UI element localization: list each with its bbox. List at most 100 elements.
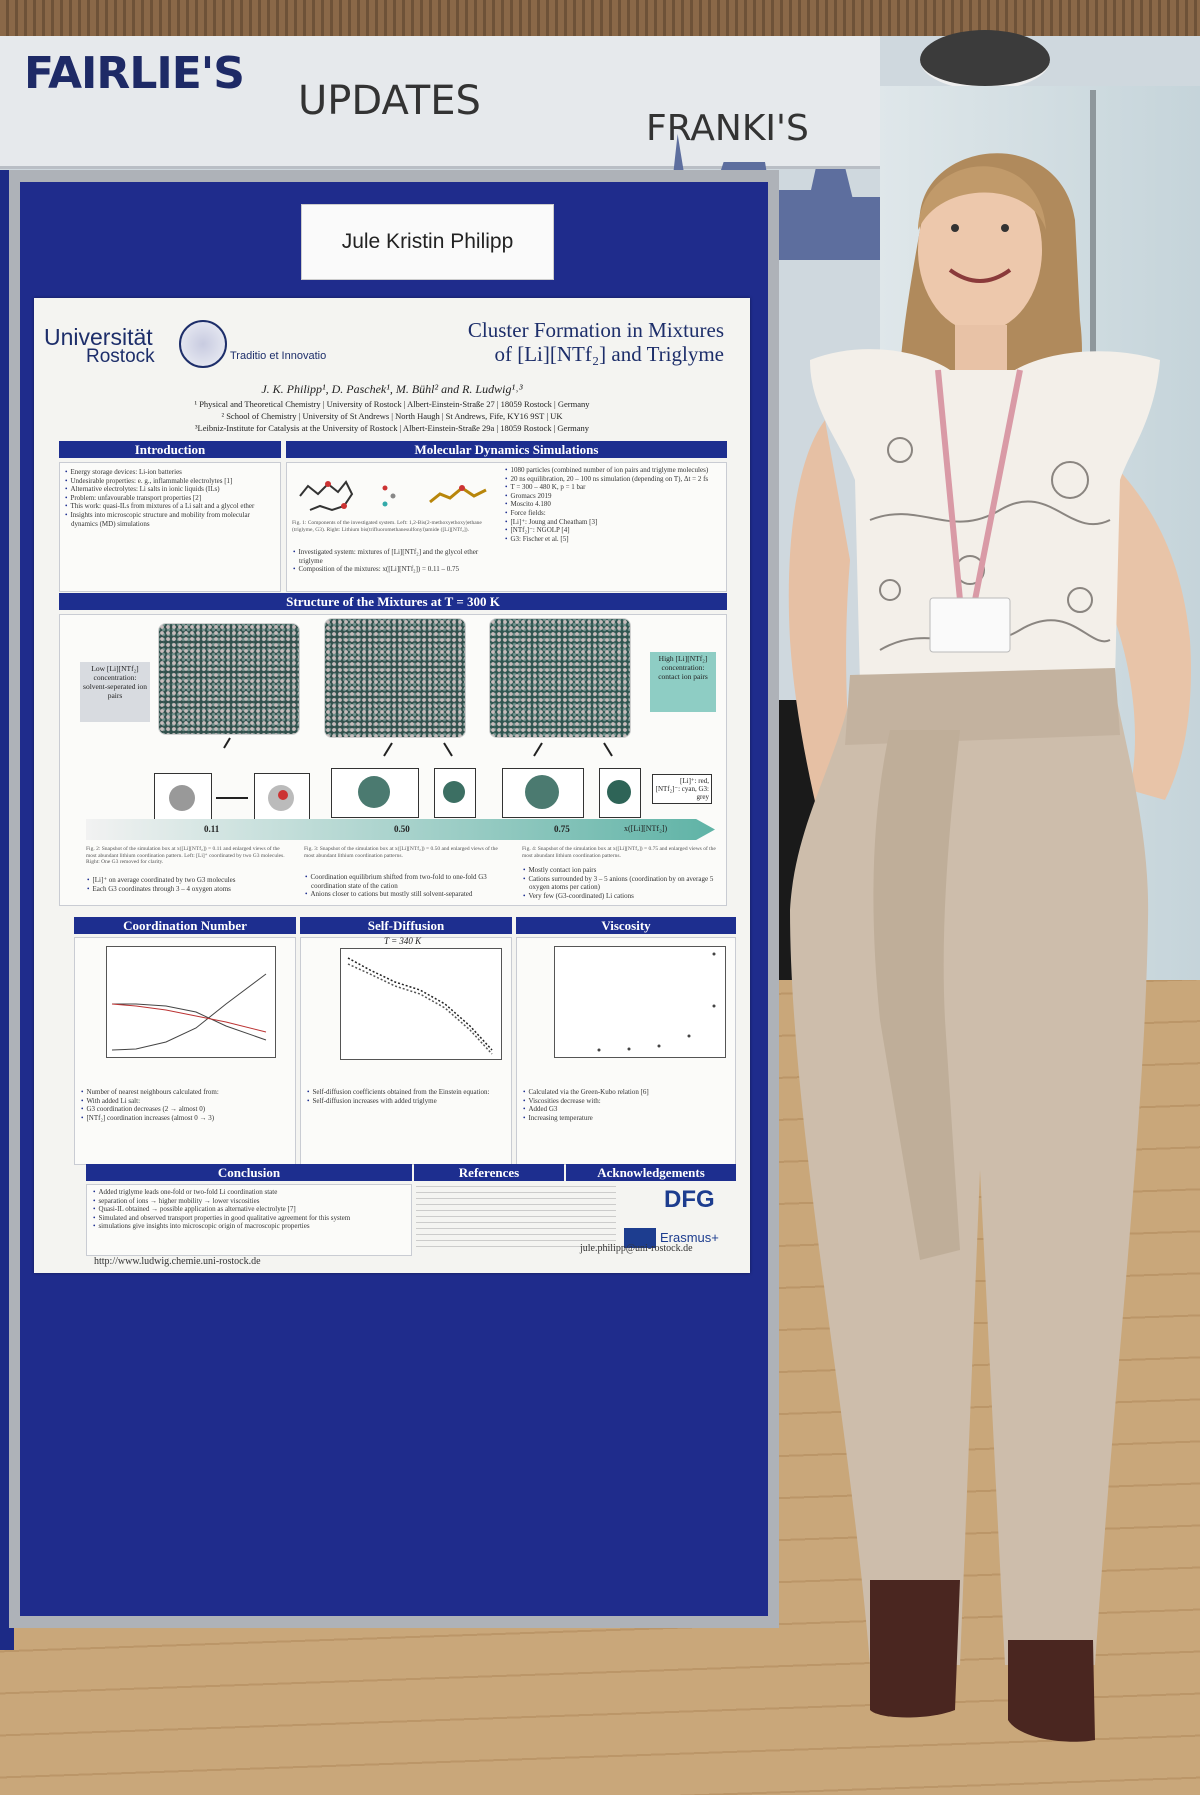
eye: [951, 224, 959, 232]
section-heading: Acknowledgements: [566, 1164, 736, 1181]
bullet: simulations give insights into microscop…: [92, 1222, 406, 1231]
bullet: 20 ns equilibration, 20 – 100 ns simulat…: [504, 475, 722, 484]
atom: [325, 481, 331, 487]
affiliation: ³Leibniz-Institute for Catalysis at the …: [194, 423, 590, 433]
right-arm: [1100, 450, 1191, 800]
section-heading: Coordination Number: [74, 917, 296, 934]
cluster: [443, 781, 465, 803]
curve: [112, 1003, 267, 1041]
belt: [845, 668, 1120, 745]
arrow-label: 0.11: [204, 824, 220, 834]
bullet: Problem: unfavourable transport properti…: [64, 494, 274, 503]
bullet: Insights into microscopic structure and …: [64, 511, 274, 528]
section-heading: Viscosity: [516, 917, 736, 934]
plot-frame: [106, 946, 276, 1058]
bullet: Quasi-IL obtained → possible application…: [92, 1205, 406, 1214]
flower: [1051, 461, 1089, 499]
section-heading: Structure of the Mixtures at T = 300 K: [59, 593, 727, 610]
bullet: Mostly contact ion pairs: [522, 866, 718, 875]
bullet-list: Calculated via the Green-Kubo relation […: [522, 1088, 728, 1122]
logo-erasmus: Erasmus+: [660, 1230, 719, 1245]
affiliation: ¹ Physical and Theoretical Chemistry | U…: [194, 399, 590, 409]
bullet: Increasing temperature: [522, 1114, 728, 1123]
pointer: [223, 737, 231, 749]
arrow-label: x([Li][NTf₂]): [624, 824, 668, 833]
poster: Universität Rostock Traditio et Innovati…: [34, 298, 750, 1273]
section-heading: Introduction: [59, 441, 281, 458]
reference-lines: [416, 1186, 616, 1248]
snapshot: [158, 623, 300, 735]
plot-curves: [111, 973, 267, 1051]
section-heading: Conclusion: [86, 1164, 412, 1181]
bullet-list: Mostly contact ion pairsCations surround…: [522, 866, 718, 900]
cluster: [358, 776, 390, 808]
marker: [627, 1047, 631, 1051]
bullet: T = 300 – 480 K, p = 1 bar: [504, 483, 722, 492]
plot-title: T = 340 K: [384, 936, 422, 946]
flower: [887, 437, 913, 463]
cluster: [607, 780, 631, 804]
bullet-list: Coordination equilibrium shifted from tw…: [304, 873, 504, 899]
vine: [869, 500, 1111, 526]
eye: [1001, 224, 1009, 232]
flower: [879, 579, 901, 601]
marker: [712, 1004, 716, 1008]
bullet: [NTf₂] coordination increases (almost 0 …: [80, 1114, 288, 1123]
plot-points: [597, 952, 716, 1052]
authors: J. K. Philipp¹, D. Paschek¹, M. Bühl² an…: [261, 382, 523, 396]
poster-title: Cluster Formation in Mixtures: [467, 318, 724, 342]
bullet: separation of ions → higher mobility → l…: [92, 1197, 406, 1206]
curve: [111, 973, 267, 1051]
plot-frame: [340, 948, 502, 1060]
bullet: Simulated and observed transport propert…: [92, 1214, 406, 1223]
url: http://www.ludwig.chemie.uni-rostock.de: [94, 1256, 261, 1267]
atom: [341, 503, 347, 509]
bullet: Coordination equilibrium shifted from tw…: [304, 873, 504, 890]
bullet: Composition of the mixtures: x([Li][NTf₂…: [292, 565, 500, 574]
bullet: Moscito 4.180: [504, 500, 722, 509]
ceiling-light: [920, 30, 1050, 90]
label-box: High [Li][NTf₂] concentration: contact i…: [650, 652, 716, 712]
person: [788, 153, 1191, 1742]
vine: [879, 619, 1111, 651]
bullet: Self-diffusion increases with added trig…: [306, 1097, 506, 1106]
bullet: Each G3 coordinates through 3 – 4 oxygen…: [86, 885, 286, 894]
atom: [459, 485, 465, 491]
plot-frame: [554, 946, 726, 1058]
bullet: 1080 particles (combined number of ion p…: [504, 466, 722, 475]
bullet: G3: Fischer et al. [5]: [504, 535, 722, 544]
affiliation: ² School of Chemistry | University of St…: [221, 411, 563, 421]
figure-caption: Fig. 4: Snapshot of the simulation box a…: [522, 846, 716, 859]
hair-top: [918, 166, 1046, 230]
email: jule.philipp@uni-rostock.de: [580, 1243, 693, 1254]
cluster: [525, 775, 559, 809]
bullet: Energy storage devices: Li-ion batteries: [64, 468, 274, 477]
atom: [382, 501, 388, 507]
bullet: [Li]⁺: Joung and Cheatham [3]: [504, 518, 722, 527]
molecule: [299, 480, 354, 512]
figure-caption: Fig. 3: Snapshot of the simulation box a…: [304, 846, 498, 859]
bullet: Number of nearest neighbours calculated …: [80, 1088, 288, 1097]
bullet: G3 coordination decreases (2 → almost 0): [80, 1105, 288, 1114]
figure-caption: Fig. 2: Snapshot of the simulation box a…: [86, 846, 285, 865]
atom: [382, 485, 388, 491]
logo-dfg: DFG: [664, 1186, 715, 1213]
lanyard: [935, 369, 1023, 601]
logo-text: Rostock: [86, 346, 155, 367]
name-card-text: Jule Kristin Philipp: [341, 230, 514, 253]
molecule-sketches: [299, 480, 487, 512]
bullet: [Li]⁺ on average coordinated by two G3 m…: [86, 876, 286, 885]
bullet: Self-diffusion coefficients obtained fro…: [306, 1088, 506, 1097]
section-heading: Molecular Dynamics Simulations: [286, 441, 727, 458]
poster-title: of [Li][NTf₂] and Triglyme: [494, 342, 724, 366]
bullet: Viscosities decrease with:: [522, 1097, 728, 1106]
plot-curves: [347, 957, 493, 1055]
bullet: Alternative electrolytes: Li salts in io…: [64, 485, 274, 494]
bullet-list: Number of nearest neighbours calculated …: [80, 1088, 288, 1122]
sign-text: UPDATES: [298, 78, 481, 124]
sign-band: [0, 36, 880, 169]
snapshot: [489, 618, 631, 738]
label-box: Low [Li][NTf₂] concentration: solvent-se…: [80, 662, 150, 722]
bullet: Added triglyme leads one-fold or two-fol…: [92, 1188, 406, 1197]
